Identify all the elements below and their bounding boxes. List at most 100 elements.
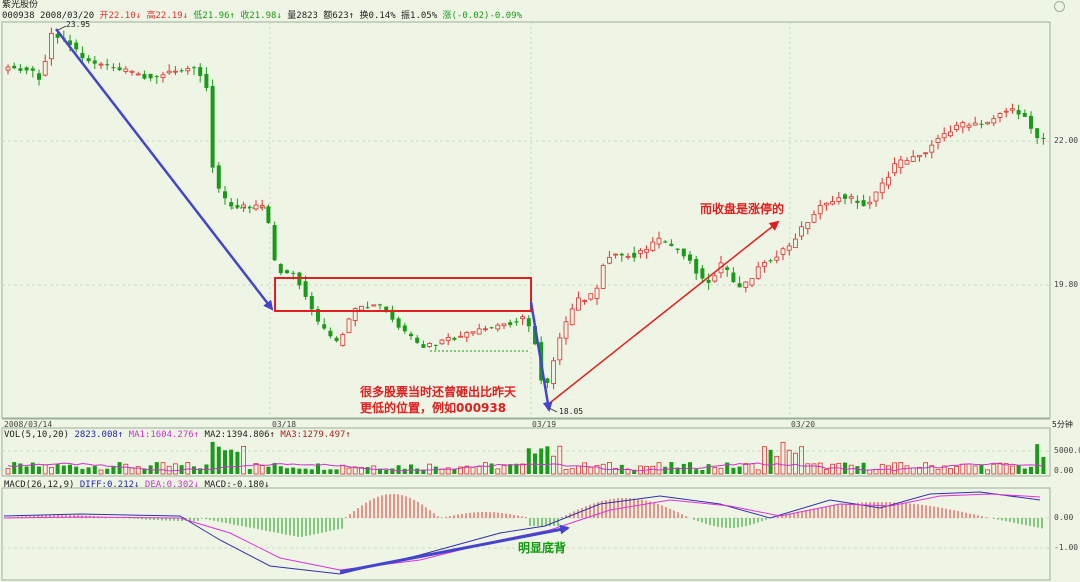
volume-bar [378, 468, 382, 474]
candle [607, 256, 612, 264]
annotation-blue-arrow-2 [529, 301, 553, 412]
volume-bar [786, 449, 792, 475]
volume-bar [817, 462, 823, 475]
candle [303, 281, 308, 297]
candle [1041, 138, 1046, 140]
volume-bar [861, 462, 866, 474]
volume-bar [514, 463, 519, 474]
volume-title: VOL(5,10,20) [4, 430, 70, 440]
candle [774, 256, 780, 261]
candle [266, 206, 271, 223]
volume-bar [427, 463, 433, 475]
candle [160, 74, 166, 79]
volume-bar [476, 466, 482, 475]
candle [960, 122, 966, 128]
volume-legend: VOL(5,10,20) 2823.008↑ MA1:1604.276↑ MA2… [4, 430, 351, 441]
volume-bar [179, 465, 184, 474]
candle [452, 337, 457, 340]
quote-open: 开22.10↓ [99, 11, 142, 21]
candle [688, 254, 692, 261]
volume-bar [768, 449, 773, 474]
volume-bar [731, 467, 736, 474]
volume-bar [272, 463, 277, 474]
volume-bar [917, 466, 922, 475]
macd-panel-frame [1, 487, 1051, 581]
candle [569, 308, 575, 326]
volume-bar [743, 463, 749, 475]
volume-bar [929, 465, 935, 475]
volume-bar [830, 463, 835, 475]
candle [551, 360, 556, 385]
candle [285, 270, 289, 274]
candle [55, 33, 60, 38]
volume-bar [557, 445, 563, 475]
volume-bar [972, 465, 978, 475]
volume-bar [551, 455, 556, 475]
volume-bar [166, 465, 172, 475]
candle [867, 201, 873, 205]
quote-volume: 量2823 [287, 11, 318, 21]
volume-bar [68, 464, 72, 474]
candle [979, 123, 984, 125]
volume-bar [576, 465, 581, 475]
volume-bar [24, 466, 29, 474]
annotation-text-lower-1: 很多股票当时还曾砸出比昨天 [360, 385, 517, 399]
candle [445, 337, 451, 341]
candle [111, 67, 116, 69]
candle [1016, 110, 1021, 115]
volume-bar [482, 462, 488, 475]
volume-bar [979, 464, 984, 474]
candle [179, 70, 184, 72]
quote-code: 000938 [2, 11, 35, 21]
volume-bar [396, 465, 401, 474]
candle [848, 196, 854, 199]
volume-bar [358, 466, 364, 475]
x-label-0314: 2008/03/14 [4, 420, 53, 429]
volume-bar [92, 466, 97, 474]
candle [154, 76, 159, 78]
candle [805, 222, 811, 229]
volume-bar [755, 469, 761, 475]
volume-bar [1041, 456, 1046, 474]
period-label[interactable]: 5分钟 [1052, 420, 1073, 429]
volume-bar [129, 467, 135, 475]
candle [278, 264, 283, 274]
volume-bar [663, 466, 668, 474]
volume-bar [415, 468, 420, 474]
volume-bar [656, 462, 662, 475]
volume-bar [464, 465, 470, 475]
volume-bar [780, 441, 786, 475]
candle [470, 331, 476, 334]
volume-bar [235, 451, 240, 474]
candle [830, 201, 835, 205]
quote-change: 涨(-0.02)-0.09% [442, 11, 522, 21]
quote-date: 2008/03/20 [39, 11, 95, 21]
macd-legend: MACD(26,12,9) DIFF:0.212↓ DEA:0.302↓ MAC… [4, 480, 270, 491]
candle [725, 267, 730, 271]
volume-bar [774, 455, 780, 475]
volume-bar [725, 462, 730, 474]
volume-bar [98, 469, 104, 475]
candle [371, 304, 377, 307]
quote-line: 000938 2008/03/20 开22.10↓ 高22.19↓ 低21.96… [2, 11, 522, 22]
candle [681, 248, 686, 257]
macd-tick-0: 0.00 [1054, 513, 1074, 522]
volume-bar [433, 466, 438, 474]
candle [594, 287, 600, 299]
volume-bar [985, 469, 990, 475]
volume-bar [135, 466, 141, 475]
candle [489, 327, 494, 329]
volume-bar [898, 462, 904, 475]
price-tick-22: 22.00 [1054, 136, 1079, 145]
candle [12, 65, 17, 69]
candle [892, 163, 897, 174]
candle [886, 176, 891, 186]
candle [464, 331, 470, 338]
candle [786, 245, 792, 251]
candle [439, 339, 445, 345]
volume-bar [259, 465, 265, 475]
volume-bar [384, 469, 389, 474]
settings-icon[interactable] [1054, 1, 1065, 12]
macd-dea-line [3, 493, 1041, 571]
candle [1010, 108, 1015, 111]
